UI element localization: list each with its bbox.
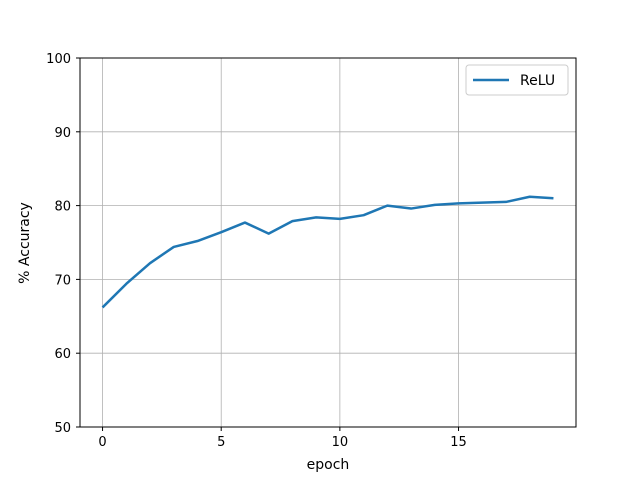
x-axis-label: epoch — [307, 457, 350, 473]
series-line-relu — [101, 195, 554, 309]
y-tick-label: 100 — [46, 52, 71, 67]
legend-box — [465, 64, 569, 96]
plot-background — [80, 58, 576, 427]
y-tick-label: 60 — [54, 347, 71, 362]
plot-frame — [79, 57, 577, 428]
y-tick-label: 50 — [54, 421, 71, 436]
axis-ticks: 0 5 10 15 50 60 70 80 90 100 — [46, 52, 467, 450]
x-tick-label: 15 — [450, 435, 467, 450]
series-layer — [101, 195, 554, 309]
x-tick-label: 0 — [98, 435, 106, 450]
y-tick-label: 70 — [54, 273, 71, 288]
y-axis-label: % Accuracy — [17, 202, 33, 284]
x-tick-label: 5 — [217, 435, 225, 450]
y-tick-label: 80 — [54, 200, 71, 215]
legend-label-relu: ReLU — [520, 73, 555, 89]
legend: ReLU — [465, 64, 569, 96]
y-tick-label: 90 — [54, 126, 71, 141]
x-tick-label: 10 — [332, 435, 349, 450]
